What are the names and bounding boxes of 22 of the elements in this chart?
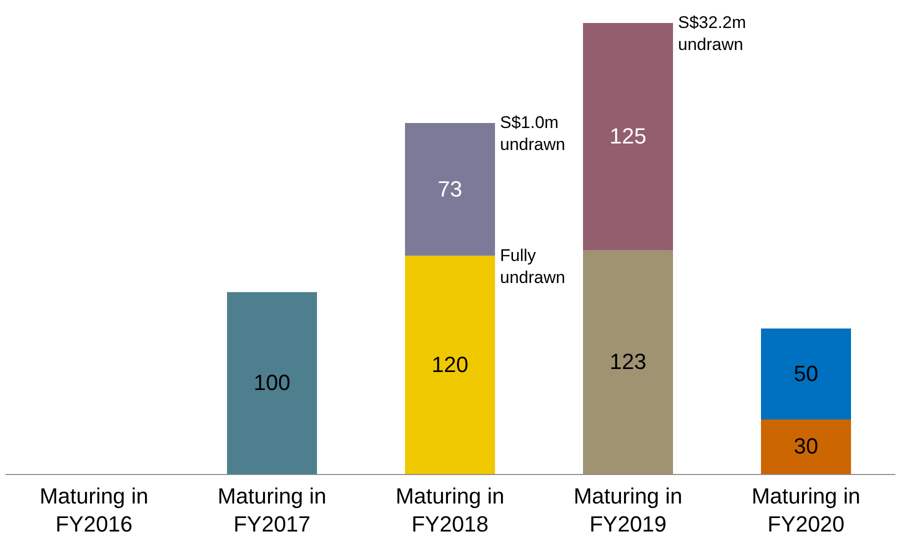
x-tick-label: Maturing in FY2016 [40, 484, 148, 536]
bar [227, 292, 317, 474]
x-tick-label: Maturing in FY2019 [574, 484, 682, 536]
bar [761, 328, 851, 420]
annotation: S$1.0m undrawn [500, 113, 566, 154]
data-label: 100 [254, 370, 290, 396]
bar [583, 23, 673, 250]
data-label: 73 [438, 176, 462, 202]
bar [761, 419, 851, 474]
data-label: 125 [610, 124, 646, 149]
annotation: Fully undrawn [500, 246, 566, 287]
annotation: S$32.2m undrawn [678, 13, 746, 54]
bar [405, 123, 495, 256]
bar [583, 250, 673, 474]
bar [405, 256, 495, 474]
x-tick-label: Maturing in FY2018 [396, 484, 504, 536]
data-label: 50 [794, 360, 818, 386]
x-tick-label: Maturing in FY2020 [752, 484, 860, 536]
data-label: 30 [794, 434, 818, 459]
data-label: 120 [432, 352, 468, 377]
data-label: 123 [610, 349, 646, 374]
x-tick-label: Maturing in FY2017 [218, 484, 326, 536]
